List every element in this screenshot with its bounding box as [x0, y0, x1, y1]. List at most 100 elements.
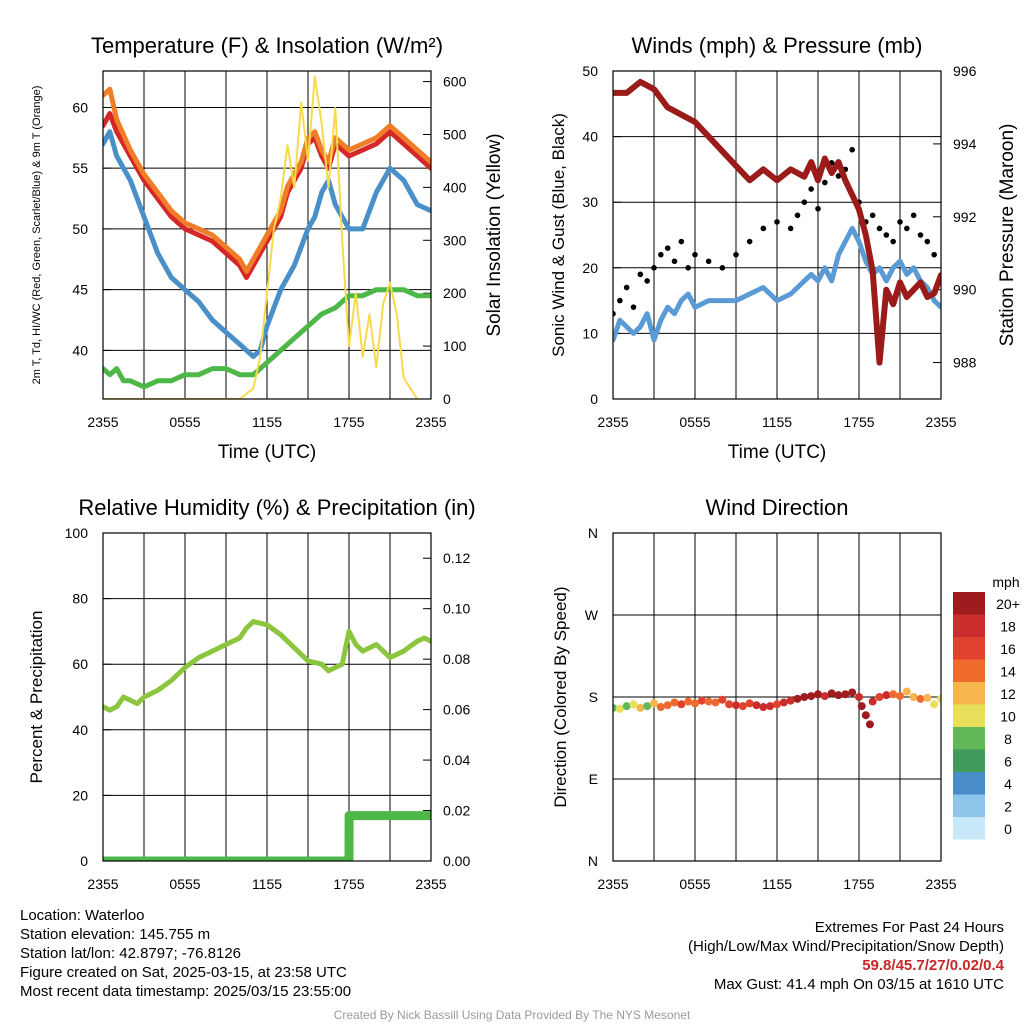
colorbar-swatch: [953, 614, 985, 637]
gust-point: [910, 212, 917, 219]
y-right-tick-label: 500: [443, 126, 467, 142]
y-right-axis-label: Solar Insolation (Yellow): [484, 133, 505, 336]
gust-point: [815, 205, 821, 212]
gust-point: [617, 297, 623, 304]
panel-title: Relative Humidity (%) & Precipitation (i…: [78, 495, 475, 520]
x-axis-label: Time (UTC): [218, 442, 317, 463]
gust-point: [883, 232, 890, 238]
direction-point: [643, 702, 652, 711]
panel-title: Wind Direction: [705, 495, 848, 520]
gust-point: [931, 251, 937, 258]
wind-direction-panel: N E S W N 2355 0555 1155 1755 2355 Wind Direction D…: [551, 495, 957, 892]
colorbar-swatch: [953, 794, 985, 817]
direction-point: [814, 690, 822, 699]
direction-point: [773, 700, 781, 709]
gust-point: [808, 186, 814, 192]
y-tick-label: 0: [590, 391, 598, 407]
colorbar-swatch: [953, 749, 985, 772]
gust-point: [705, 258, 712, 265]
colorbar-label: 4: [1004, 776, 1012, 792]
series-line-solar: [103, 75, 419, 399]
series-group: [613, 78, 941, 366]
y-axis-label: 2m T, Td, HI/WC (Red, Green, Scarlet/Blu…: [31, 86, 43, 385]
direction-point: [820, 692, 829, 701]
y-tick-label: 50: [582, 63, 598, 79]
colorbar-swatch: [953, 659, 985, 682]
y-right-tick-label: 994: [953, 136, 977, 152]
extremes-box: Extremes For Past 24 Hours (High/Low/Max…: [688, 918, 1004, 994]
y-tick-label: 55: [72, 160, 88, 176]
gust-point: [774, 219, 780, 225]
panel-title: Winds (mph) & Pressure (mb): [632, 33, 923, 58]
colorbar-label: 0: [1004, 821, 1012, 837]
colorbar-swatch: [953, 772, 985, 795]
gust-point: [692, 251, 698, 258]
direction-point: [670, 698, 679, 707]
y-right-tick-label: 300: [443, 232, 467, 248]
plot-frame: [612, 70, 942, 400]
y-right-tick-label: 996: [953, 63, 977, 79]
gust-point: [801, 199, 808, 205]
direction-point: [704, 697, 713, 706]
direction-point: [857, 702, 866, 711]
direction-point: [827, 689, 836, 698]
y-right-tick-label: 992: [953, 209, 977, 225]
wind-speed-colorbar: mph 0 2 4 6 8 10 12 14 16 18 20+: [953, 574, 1020, 840]
colorbar-label: 18: [1000, 619, 1016, 635]
gust-point: [671, 258, 678, 265]
y-tick-label: 40: [72, 342, 88, 358]
x-tick-label: 2355: [87, 876, 118, 892]
x-tick-label: 2355: [415, 876, 446, 892]
colorbar-label: 10: [1000, 709, 1016, 725]
direction-point: [691, 699, 699, 708]
x-tick-label: 2355: [925, 414, 956, 430]
y-tick-label: 40: [582, 129, 598, 145]
series-line-sonic-wind: [613, 225, 941, 343]
y-right-tick-label: 0.04: [443, 752, 470, 768]
y-tick-label: 20: [582, 260, 598, 276]
extremes-title: Extremes For Past 24 Hours: [814, 919, 1004, 936]
gust-point: [760, 225, 767, 232]
direction-point: [622, 702, 631, 711]
direction-point: [663, 701, 672, 710]
direction-point: [738, 702, 747, 711]
direction-point: [759, 703, 768, 712]
y-right-tick-label: 0: [443, 391, 451, 407]
x-tick-label: 1755: [333, 876, 364, 892]
y-right-tick-label: 0.02: [443, 803, 470, 819]
x-tick-label: 2355: [925, 876, 956, 892]
x-tick-label: 1755: [843, 414, 874, 430]
extremes-values: 59.8/45.7/27/0.02/0.4: [862, 957, 1004, 974]
recent-text: Most recent data timestamp: 2025/03/15 2…: [20, 983, 352, 1000]
gust-point: [897, 219, 903, 225]
x-tick-label: 0555: [679, 876, 710, 892]
y-right-tick-label: 990: [953, 282, 977, 298]
credit-text: Created By Nick Bassill Using Data Provi…: [333, 1008, 691, 1022]
extremes-subtitle: (High/Low/Max Wind/Precipitation/Snow De…: [688, 938, 1004, 955]
direction-point: [656, 703, 665, 712]
y-axis-label: Sonic Wind & Gust (Blue, Black): [549, 113, 568, 357]
gust-point: [849, 146, 855, 153]
colorbar-swatch: [953, 817, 985, 840]
y-tick-label: 0: [80, 853, 88, 869]
y-tick-label: 30: [582, 194, 598, 210]
direction-point: [916, 694, 925, 703]
series-line-2m-t: [103, 111, 431, 280]
direction-point: [865, 720, 874, 729]
direction-point: [923, 693, 932, 702]
y-tick-label: 60: [72, 99, 88, 115]
x-tick-label: 1155: [762, 414, 792, 430]
plot-frame: [102, 532, 432, 862]
colorbar-label: 6: [1004, 754, 1012, 770]
y-axis-label: Direction (Colored By Speed): [551, 586, 570, 807]
gust-point: [685, 265, 691, 271]
direction-point: [930, 700, 939, 709]
direction-point: [848, 688, 857, 697]
direction-point: [615, 704, 624, 713]
y-right-tick-label: 400: [443, 179, 467, 195]
direction-point: [684, 697, 693, 706]
x-tick-label: 1155: [252, 876, 282, 892]
y-right-tick-label: 0.10: [443, 601, 470, 617]
gust-point: [917, 232, 924, 238]
panel-title: Temperature (F) & Insolation (W/m²): [91, 33, 443, 58]
